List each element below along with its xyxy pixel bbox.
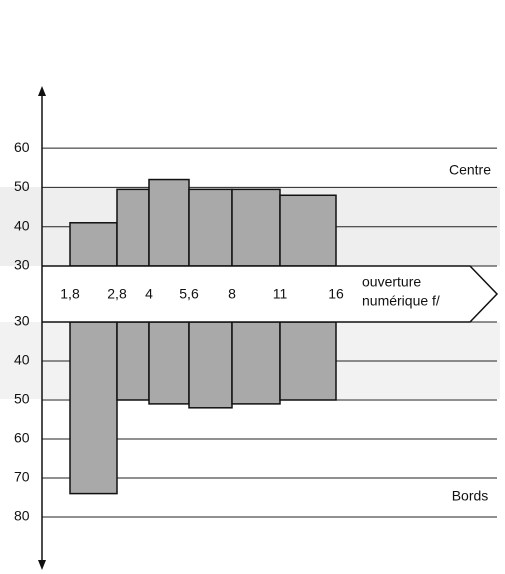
y-tick-label: 30	[14, 257, 30, 273]
arrow-head	[38, 560, 46, 570]
y-tick-label: 80	[14, 508, 30, 524]
y-tick-label: 60	[14, 139, 30, 155]
bar	[188, 188, 233, 267]
bar	[231, 321, 281, 405]
y-tick-label: 40	[14, 352, 30, 368]
y-tick-label: 30	[14, 313, 30, 329]
x-tick-label: 8	[228, 286, 236, 302]
bar	[116, 321, 150, 401]
series-label: Centre	[449, 162, 491, 178]
y-tick-label: 50	[14, 391, 30, 407]
y-tick-label: 70	[14, 469, 30, 485]
x-axis-label: numérique f/	[362, 293, 440, 309]
arrow-head	[38, 86, 46, 96]
x-axis-arrow	[42, 265, 499, 323]
bar	[188, 321, 233, 409]
x-tick-label: 4	[145, 286, 153, 302]
bar	[69, 321, 118, 495]
bar	[279, 321, 337, 401]
x-tick-label: 16	[328, 286, 344, 302]
bar	[69, 222, 118, 267]
bar	[231, 188, 281, 267]
x-tick-label: 11	[273, 286, 288, 302]
x-axis-label: ouverture	[362, 274, 421, 290]
bar	[116, 188, 150, 267]
bar	[279, 194, 337, 267]
x-tick-label: 2,8	[107, 286, 127, 302]
bar	[148, 321, 190, 405]
y-tick-label: 60	[14, 430, 30, 446]
bar	[148, 178, 190, 267]
y-tick-label: 40	[14, 217, 30, 233]
series-label: Bords	[452, 488, 489, 504]
x-tick-label: 1,8	[60, 286, 80, 302]
y-tick-label: 50	[14, 178, 30, 194]
x-tick-label: 5,6	[179, 286, 199, 302]
